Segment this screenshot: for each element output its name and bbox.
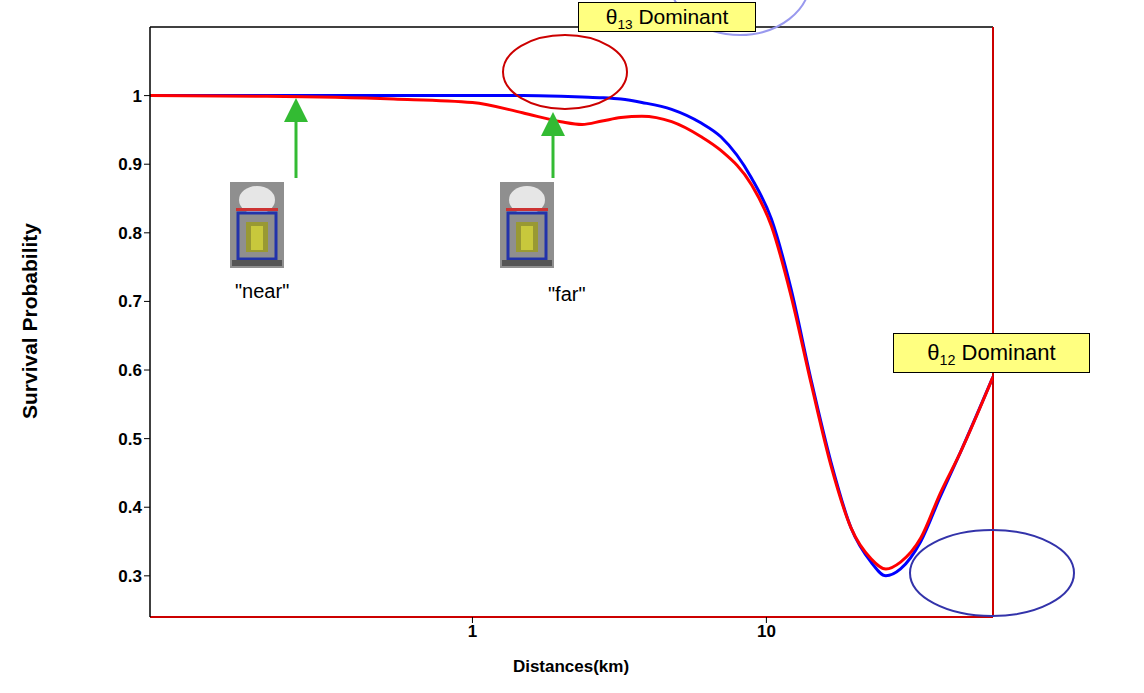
html-text:"far": "far" — [548, 283, 586, 305]
html-text:"near": "near" — [235, 280, 290, 302]
svg-text:0.9: 0.9 — [118, 155, 142, 174]
svg-text:0.3: 0.3 — [118, 567, 142, 586]
html-text:Survival Probability: Survival Probability — [18, 223, 41, 419]
svg-text:1: 1 — [133, 87, 142, 106]
svg-text:0.7: 0.7 — [118, 292, 142, 311]
svg-text:0.5: 0.5 — [118, 430, 142, 449]
svg-text:0.4: 0.4 — [118, 498, 142, 517]
html-text:θ13Dominant: θ13Dominant — [605, 5, 729, 33]
html-text:Distances(km): Distances(km) — [512, 657, 630, 676]
svg-text:1: 1 — [468, 622, 477, 641]
svg-text:10: 10 — [757, 622, 776, 641]
html-text:θ12Dominant: θ12Dominant — [927, 340, 1056, 369]
svg-text:0.8: 0.8 — [118, 224, 142, 243]
svg-text:0.6: 0.6 — [118, 361, 142, 380]
